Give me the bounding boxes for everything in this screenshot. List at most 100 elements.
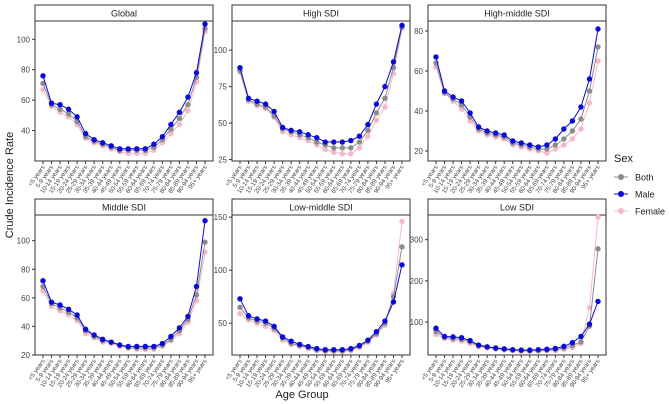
point-male xyxy=(561,126,567,132)
y-tick-label: 60 xyxy=(21,96,30,105)
point-male xyxy=(296,129,303,135)
y-tick-label: 75 xyxy=(218,83,227,92)
point-male xyxy=(492,345,499,351)
point-female xyxy=(544,150,550,156)
panel-plot-area xyxy=(427,214,607,356)
point-male xyxy=(433,54,439,60)
point-both xyxy=(586,88,593,94)
point-male xyxy=(314,134,320,141)
point-female xyxy=(168,130,174,137)
legend-label-male: Male xyxy=(635,190,655,200)
point-male xyxy=(254,98,260,104)
y-tick-label: 200 xyxy=(410,277,424,286)
point-male xyxy=(535,144,542,150)
point-male xyxy=(322,139,328,145)
point-male xyxy=(271,108,277,115)
point-both xyxy=(57,106,63,112)
point-male xyxy=(501,346,507,352)
y-tick-label: 50 xyxy=(218,119,227,128)
point-female xyxy=(348,151,354,157)
point-male xyxy=(271,323,277,330)
point-male xyxy=(117,342,123,348)
panel-title: High SDI xyxy=(303,9,339,19)
point-male xyxy=(288,338,294,344)
point-male xyxy=(159,340,166,347)
point-male xyxy=(82,130,89,137)
point-male xyxy=(125,343,131,350)
point-male xyxy=(535,346,542,353)
point-male xyxy=(245,313,252,319)
y-tick-label: 50 xyxy=(218,319,227,328)
point-male xyxy=(356,342,363,349)
point-male xyxy=(373,101,380,107)
point-male xyxy=(176,325,183,331)
point-male xyxy=(399,262,405,268)
point-male xyxy=(399,22,405,29)
point-both xyxy=(382,95,388,101)
point-male xyxy=(142,146,149,152)
point-male xyxy=(382,83,388,90)
point-male xyxy=(279,124,286,131)
y-tick-label: 80 xyxy=(21,265,30,274)
legend-key-male xyxy=(618,191,624,197)
point-female xyxy=(365,133,371,139)
panel-title: Low SDI xyxy=(500,203,534,213)
point-male xyxy=(193,283,200,290)
point-male xyxy=(48,299,55,305)
point-male xyxy=(91,332,97,338)
point-male xyxy=(202,218,208,224)
panel-plot-area xyxy=(231,20,411,162)
point-female xyxy=(322,146,328,153)
point-both xyxy=(569,128,576,134)
point-male xyxy=(48,100,55,106)
point-male xyxy=(134,146,140,152)
point-male xyxy=(40,73,46,79)
point-male xyxy=(193,70,200,76)
panel-plot-area xyxy=(34,20,214,162)
panel-title: Global xyxy=(111,9,137,19)
point-female xyxy=(552,146,559,152)
point-male xyxy=(544,346,550,352)
point-male xyxy=(348,345,354,352)
point-both xyxy=(578,116,584,122)
x-axis-label: Age Group xyxy=(275,389,328,401)
y-tick-label: 300 xyxy=(410,236,424,245)
point-male xyxy=(74,114,80,120)
point-male xyxy=(151,141,157,147)
point-male xyxy=(74,312,80,318)
point-both xyxy=(578,339,584,345)
point-female xyxy=(339,151,346,157)
point-female xyxy=(561,142,567,148)
point-male xyxy=(552,136,559,142)
point-both xyxy=(544,146,550,152)
point-both xyxy=(168,126,174,132)
point-male xyxy=(262,101,269,107)
point-female xyxy=(237,310,243,317)
point-male xyxy=(450,94,456,100)
point-male xyxy=(134,343,140,350)
point-male xyxy=(578,333,584,340)
y-tick-label: 60 xyxy=(414,67,423,76)
y-tick-label: 40 xyxy=(414,107,423,116)
point-male xyxy=(314,345,320,352)
point-both xyxy=(176,115,183,122)
point-male xyxy=(159,133,166,140)
point-male xyxy=(450,334,456,340)
point-male xyxy=(356,133,363,139)
point-male xyxy=(441,88,448,94)
point-male xyxy=(305,132,311,138)
point-male xyxy=(373,328,380,335)
point-male xyxy=(254,316,260,322)
y-tick-label: 20 xyxy=(21,351,30,360)
point-male xyxy=(168,333,174,340)
point-male xyxy=(185,313,191,320)
point-both xyxy=(373,110,380,116)
point-male xyxy=(390,59,397,65)
point-both xyxy=(365,127,371,134)
point-female xyxy=(578,126,584,132)
point-both xyxy=(202,239,208,245)
point-male xyxy=(501,132,507,138)
